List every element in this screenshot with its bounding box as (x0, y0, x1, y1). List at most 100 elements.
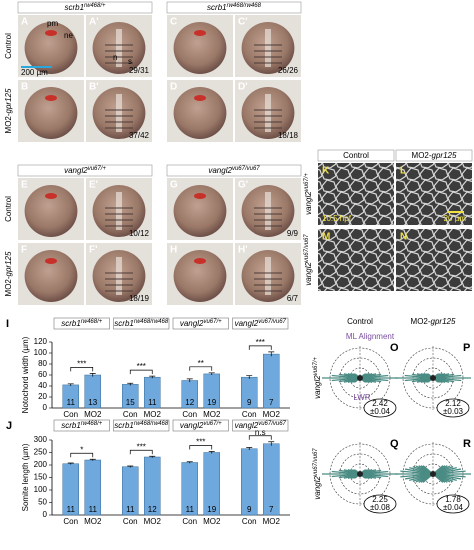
notochord (116, 257, 122, 295)
marker-dot (45, 193, 57, 199)
x-tick-label: MO2 (84, 517, 102, 526)
group-box (113, 317, 170, 330)
group-box (53, 317, 110, 330)
text-part: vu67/vu67 (258, 421, 286, 427)
group-label: vangl2vu67/vu67 (235, 421, 287, 431)
panel-letter: G (170, 180, 178, 191)
x-tick-label: MO2 (144, 517, 162, 526)
text-part: MO2- (412, 151, 432, 160)
rose-center (430, 375, 436, 381)
marker-dot (194, 95, 206, 101)
group-header: vangl2vu67/vu67 (208, 166, 260, 176)
significance-label: * (80, 445, 83, 454)
panel-letter: P (463, 342, 470, 354)
text-part: gpr125 (432, 151, 457, 160)
lwr-error: ±0.08 (370, 503, 391, 512)
x-tick-label: MO2 (144, 410, 162, 419)
error-bar (89, 373, 96, 377)
n-label: 12 (148, 505, 157, 514)
notochord (116, 29, 122, 67)
text-part: MO2- (4, 276, 13, 296)
n-label: 19 (207, 398, 216, 407)
header-box (317, 149, 395, 162)
x-tick-label: Con (182, 517, 197, 526)
text-part: vu67/vu67 (313, 448, 319, 476)
panel-letter: F' (89, 245, 98, 256)
panel-letter: C (170, 17, 177, 28)
row-label: MO2-gpr125 (4, 251, 13, 296)
text-part: MO2- (4, 113, 13, 133)
error-bar (186, 378, 193, 383)
error-bar (149, 455, 156, 458)
rose-center (430, 471, 436, 477)
text-part: scrb1 (114, 421, 134, 430)
error-bar (208, 372, 215, 375)
panel-letter: K (322, 166, 330, 177)
group-header: scrb1rw468/+ (64, 3, 106, 13)
cell-image (318, 163, 394, 225)
error-bar (89, 458, 96, 461)
count-label: 9/9 (287, 229, 299, 238)
panel-letter: C' (238, 17, 248, 28)
notochord (265, 29, 271, 67)
error-bar (246, 447, 253, 450)
cell-image (396, 163, 472, 225)
value-box (363, 398, 397, 418)
marker-dot (45, 30, 57, 36)
error-bar (67, 462, 74, 465)
n-label: 11 (126, 505, 135, 514)
significance-bracket (129, 449, 153, 455)
y-tick-label: 0 (43, 510, 48, 519)
marker-dot (45, 95, 57, 101)
panel-letter: B' (89, 82, 99, 93)
annotation: 200 µm (21, 68, 48, 77)
group-box (172, 317, 229, 330)
count-label: 6/7 (287, 294, 299, 303)
text-part: vu67/vu67 (304, 234, 310, 262)
x-tick-label: MO2 (203, 410, 221, 419)
n-label: 11 (67, 505, 76, 514)
x-tick-label: MO2 (263, 517, 281, 526)
column-header: Control (347, 317, 373, 326)
annotation: n (113, 53, 117, 62)
significance-bracket (189, 366, 213, 371)
marker-dot (194, 193, 206, 199)
text-part: gpr125 (4, 251, 13, 276)
panel-letter: H (170, 245, 177, 256)
notochord (265, 257, 271, 295)
count-label: 29/31 (129, 66, 150, 75)
significance-label: *** (137, 362, 146, 371)
y-tick-label: 150 (34, 473, 48, 482)
embryo (24, 249, 78, 303)
text-part: vangl2 (180, 421, 204, 430)
embryo (24, 21, 78, 75)
n-label: 11 (148, 398, 157, 407)
x-tick-label: Con (63, 517, 78, 526)
panel-letter: L (400, 166, 406, 177)
error-bar (67, 383, 74, 386)
text-part: vangl2 (304, 262, 313, 286)
row-label: Control (4, 33, 13, 59)
count-label: 10/12 (129, 229, 150, 238)
y-tick-label: 250 (34, 448, 48, 457)
value-box (436, 494, 470, 514)
group-box (113, 419, 170, 432)
significance-bracket (129, 369, 153, 375)
error-bar (149, 375, 156, 379)
panel-letter: E (21, 180, 28, 191)
text-part: vangl2 (313, 375, 322, 399)
n-label: 11 (67, 398, 76, 407)
row-label: MO2-gpr125 (4, 88, 13, 133)
count-label: 37/42 (129, 131, 150, 140)
group-label: scrb1rw468/rw468 (114, 319, 169, 329)
significance-bracket (248, 435, 272, 440)
annotation: ne (64, 31, 73, 40)
text-part: vangl2 (235, 421, 259, 430)
embryo (173, 184, 227, 238)
y-tick-label: 40 (38, 381, 47, 390)
y-tick-label: 60 (38, 370, 47, 379)
y-axis-label: Somite length (µm) (21, 443, 30, 511)
text-part: vu67/+ (203, 319, 222, 325)
rose-title: ML Alignment (346, 332, 395, 341)
column-header: Control (343, 151, 369, 160)
